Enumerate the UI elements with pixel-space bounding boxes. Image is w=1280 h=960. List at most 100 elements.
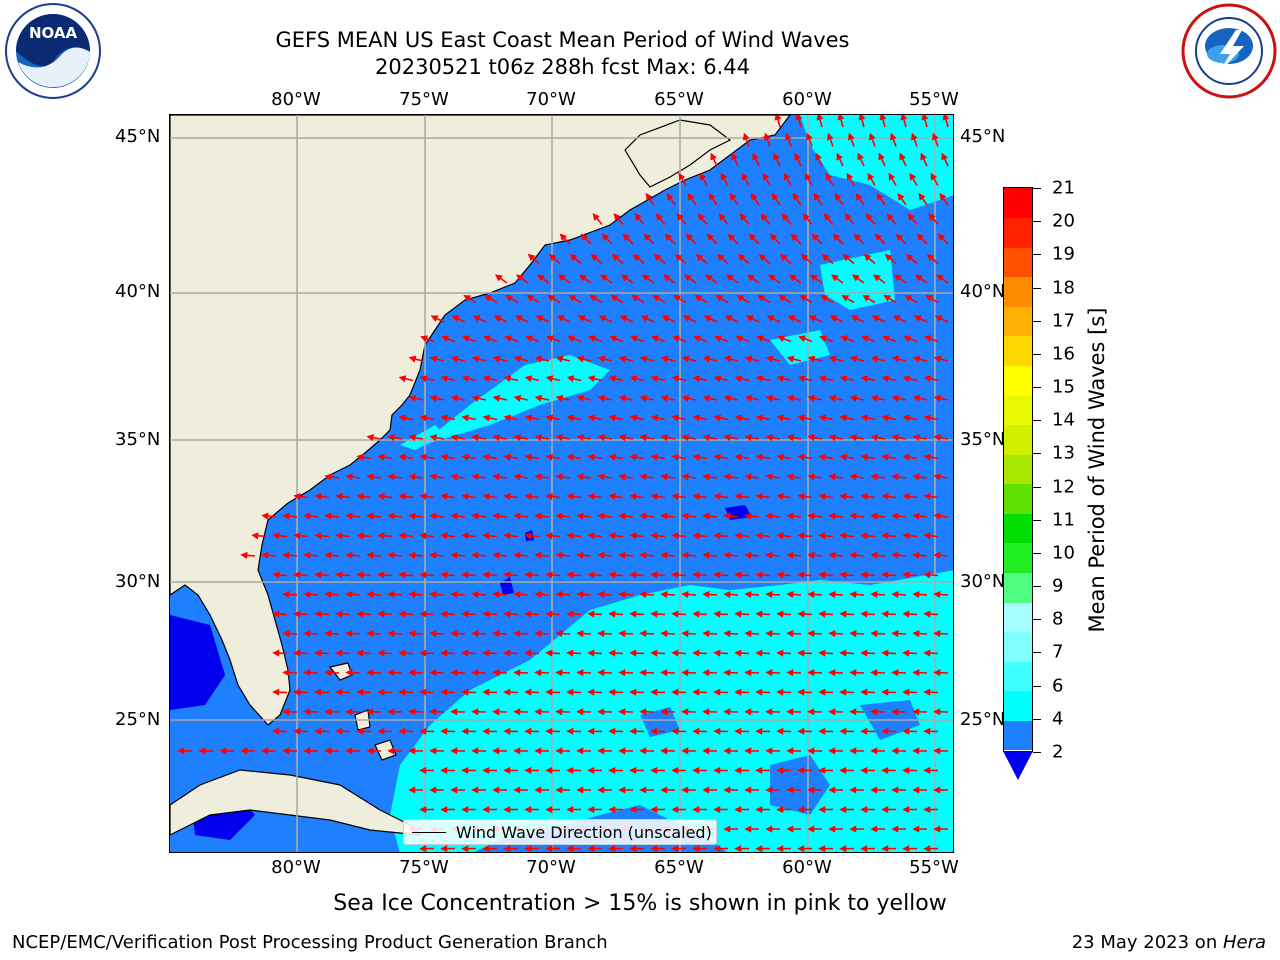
wave-arrow-head — [219, 747, 227, 755]
wave-arrow-head — [713, 610, 721, 618]
wave-arrow-head — [839, 649, 847, 657]
wave-arrow-head — [933, 669, 941, 677]
wave-arrow-head — [694, 294, 703, 302]
wave-arrow-head — [471, 708, 479, 716]
wave-arrow-head — [718, 213, 726, 221]
wave-arrow-head — [755, 727, 763, 735]
wave-arrow-head — [482, 414, 491, 422]
wave-arrow-head — [493, 315, 502, 322]
colorbar-tick — [1033, 652, 1041, 654]
wave-arrow-head — [826, 132, 834, 141]
lon-label-top: 75°W — [399, 89, 449, 110]
wave-arrow-head — [807, 629, 815, 638]
wave-arrow-head — [494, 274, 503, 282]
wave-arrow-head — [881, 766, 889, 775]
colorbar-tick-label: 6 — [1052, 675, 1064, 697]
wave-arrow-head — [461, 727, 469, 735]
wave-arrow-head — [461, 492, 469, 501]
wave-arrow-head — [505, 294, 514, 302]
wave-arrow-head — [440, 492, 448, 501]
wave-arrow-head — [839, 845, 847, 852]
wave-arrow-head — [608, 453, 616, 461]
wave-arrow-head — [440, 688, 448, 696]
wave-arrow-head — [429, 434, 438, 442]
wave-arrow-head — [587, 688, 595, 696]
wave-arrow-head — [792, 192, 800, 201]
wave-arrow-head — [429, 590, 437, 599]
wave-arrow-head — [639, 551, 647, 559]
wave-arrow-head — [398, 688, 406, 696]
colorbar-tick — [1033, 619, 1041, 621]
wave-arrow-head — [513, 551, 521, 559]
wave-arrow-head — [471, 590, 479, 599]
wave-arrow-head — [797, 766, 805, 775]
wave-arrow-head — [440, 532, 448, 540]
wave-arrow-head — [776, 727, 784, 735]
lon-label-top: 80°W — [271, 89, 321, 110]
wave-arrow-head — [419, 492, 427, 501]
wave-arrow-head — [514, 315, 523, 322]
wave-arrow-head — [797, 845, 805, 852]
wave-arrow-head — [398, 414, 407, 422]
wave-arrow-head — [587, 727, 595, 735]
wave-arrow-head — [902, 492, 910, 501]
colorbar-tick — [1033, 718, 1041, 720]
wave-arrow-head — [693, 335, 702, 343]
wave-arrow-head — [708, 192, 716, 201]
colorbar-tick — [1033, 752, 1041, 753]
wave-arrow-head — [671, 571, 679, 579]
wave-arrow-head — [629, 845, 637, 852]
wave-arrow-head — [366, 434, 375, 442]
wave-arrow-head — [576, 708, 584, 716]
wave-arrow-head — [650, 375, 659, 383]
wave-arrow-head — [891, 394, 900, 402]
wave-arrow-head — [828, 708, 836, 716]
wave-arrow-head — [744, 512, 752, 520]
wave-arrow-head — [846, 172, 854, 181]
wave-arrow-head — [545, 649, 553, 657]
wave-arrow-head — [714, 335, 723, 343]
wave-arrow-head — [660, 590, 668, 599]
wave-arrow-head — [892, 315, 901, 322]
wave-arrow-head — [440, 375, 449, 383]
wave-arrow-head — [697, 213, 705, 221]
wave-arrow-head — [735, 335, 744, 343]
wave-arrow-head — [324, 747, 332, 755]
wave-arrow-head — [755, 492, 763, 501]
wave-arrow-head — [303, 629, 311, 638]
wave-arrow-head — [632, 253, 641, 262]
wave-arrow-head — [699, 172, 707, 181]
wave-arrow-head — [702, 355, 711, 363]
lat-label-left: 30°N — [115, 571, 161, 592]
wave-arrow-head — [429, 355, 438, 363]
wave-arrow-head — [681, 708, 689, 716]
wave-arrow-head — [461, 649, 469, 657]
wave-arrow-head — [450, 355, 459, 363]
wave-arrow-head — [758, 253, 767, 262]
wave-arrow-head — [891, 825, 899, 833]
wave-arrow-head — [713, 453, 721, 461]
wave-arrow-head — [783, 172, 791, 181]
wave-arrow-head — [599, 274, 608, 282]
wave-arrow-head — [713, 766, 721, 775]
colorbar-tick-label: 13 — [1052, 442, 1075, 464]
wave-arrow-head — [907, 213, 915, 221]
wave-arrow-head — [860, 727, 868, 735]
wave-arrow-head — [755, 649, 763, 657]
wave-arrow-head — [692, 492, 700, 501]
wave-arrow-head — [576, 551, 584, 559]
wave-arrow-head — [776, 414, 785, 422]
wave-arrow-head — [629, 610, 637, 618]
wave-arrow-head — [797, 532, 805, 540]
wave-arrow-head — [619, 315, 628, 322]
wave-arrow-head — [692, 845, 700, 852]
wave-arrow-head — [482, 532, 490, 540]
wave-arrow-head — [613, 213, 621, 221]
wave-arrow-head — [904, 294, 913, 302]
wave-arrow-head — [461, 845, 469, 852]
wave-arrow-head — [849, 355, 858, 363]
wave-arrow-head — [461, 766, 469, 775]
wave-arrow-head — [345, 708, 353, 716]
wave-arrow-head — [524, 571, 532, 579]
wave-arrow-head — [471, 434, 480, 442]
